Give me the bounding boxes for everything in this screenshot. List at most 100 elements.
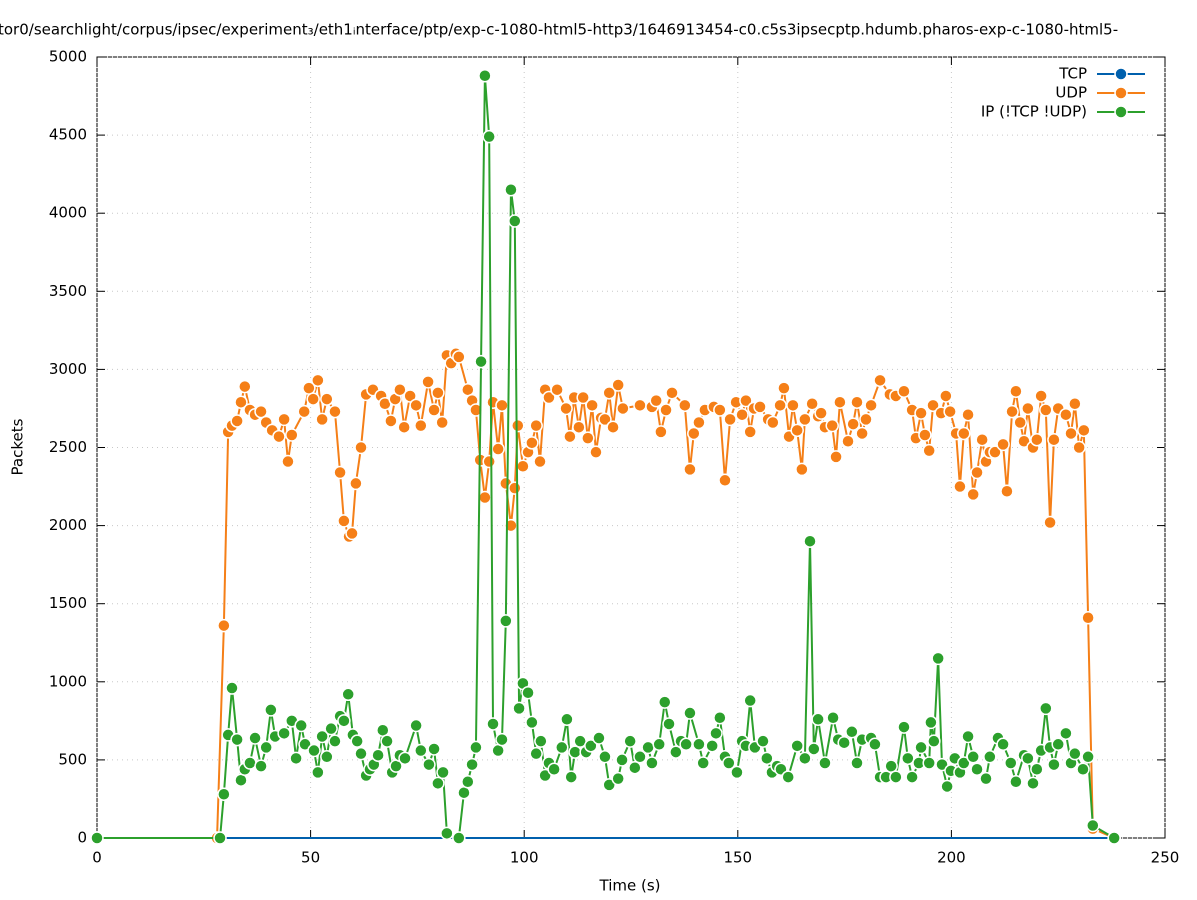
data-point — [826, 710, 840, 725]
data-point — [966, 487, 980, 502]
data-point — [1039, 403, 1053, 417]
data-point — [478, 68, 492, 83]
data-point — [669, 745, 683, 759]
data-point — [611, 771, 625, 786]
data-point — [602, 386, 616, 400]
data-point — [953, 479, 967, 494]
data-point — [1107, 831, 1121, 845]
data-point — [756, 734, 770, 748]
data-point — [611, 378, 625, 392]
x-tick-label: 200 — [937, 849, 966, 867]
data-point — [850, 395, 864, 409]
y-tick-label: 2000 — [49, 516, 87, 534]
data-point — [798, 751, 812, 766]
data-point — [1004, 756, 1018, 770]
data-point — [837, 735, 851, 750]
data-point — [508, 214, 522, 228]
data-point — [825, 418, 839, 433]
data-point — [243, 756, 257, 770]
data-point — [349, 476, 363, 491]
data-point — [996, 437, 1010, 452]
data-point — [547, 762, 561, 777]
data-point — [436, 765, 450, 780]
data-point — [529, 418, 543, 433]
data-point — [1059, 726, 1073, 741]
data-point — [735, 407, 749, 422]
data-point — [581, 431, 595, 445]
data-point — [1068, 746, 1082, 761]
data-point — [975, 432, 989, 447]
data-point — [306, 392, 320, 406]
data-point — [897, 720, 911, 734]
data-point — [409, 398, 423, 413]
data-point — [248, 731, 262, 745]
data-point — [230, 732, 244, 747]
data-point — [307, 743, 321, 758]
data-point — [213, 831, 227, 845]
data-point — [1064, 426, 1078, 441]
y-tick-label: 3500 — [49, 282, 87, 300]
data-point — [652, 737, 666, 752]
data-point — [777, 381, 791, 395]
y-tick-label: 2500 — [49, 438, 87, 456]
data-point — [371, 748, 385, 762]
data-point — [333, 465, 347, 480]
data-point — [659, 403, 673, 417]
x-axis-label: Time (s) — [599, 877, 661, 895]
data-point — [576, 390, 590, 405]
data-point — [679, 737, 693, 752]
data-point — [696, 756, 710, 770]
data-point — [281, 454, 295, 469]
data-point — [873, 373, 887, 388]
data-point — [337, 714, 351, 728]
chart-title: tor0/searchlight/corpus/ipsec/experiment… — [0, 21, 1118, 39]
data-point — [1068, 397, 1082, 411]
data-point — [499, 614, 513, 628]
data-point — [512, 701, 526, 716]
data-point — [723, 412, 737, 427]
data-point — [786, 398, 800, 413]
legend-marker — [1114, 67, 1128, 81]
data-point — [529, 746, 543, 761]
data-point — [654, 425, 668, 439]
data-point — [598, 412, 612, 427]
data-point — [277, 412, 291, 427]
data-point — [1021, 751, 1035, 766]
data-point — [901, 751, 915, 766]
data-point — [422, 757, 436, 772]
x-tick-label: 150 — [723, 849, 752, 867]
data-point — [345, 526, 359, 541]
data-point — [555, 740, 569, 755]
series — [90, 347, 1121, 845]
data-point — [427, 742, 441, 756]
legend-marker — [1114, 86, 1128, 100]
data-point — [90, 831, 104, 845]
data-point — [807, 742, 821, 756]
data-point — [730, 765, 744, 780]
series — [90, 831, 1121, 845]
data-point — [311, 765, 325, 780]
data-point — [1047, 432, 1061, 447]
data-point — [970, 465, 984, 480]
data-point — [1047, 757, 1061, 772]
y-tick-label: 5000 — [49, 48, 87, 66]
data-point — [790, 423, 804, 438]
data-point — [230, 414, 244, 428]
x-tick-label: 0 — [92, 849, 102, 867]
data-point — [633, 750, 647, 764]
data-point — [705, 739, 719, 753]
data-point — [354, 746, 368, 761]
data-point — [469, 740, 483, 755]
data-point — [272, 429, 286, 444]
data-point — [337, 514, 351, 528]
data-point — [320, 392, 334, 406]
legend-label: IP (!TCP !UDP) — [981, 103, 1087, 121]
data-point — [657, 695, 672, 709]
data-point — [713, 710, 727, 725]
data-point — [298, 737, 312, 752]
data-point — [328, 404, 342, 419]
data-point — [649, 393, 663, 408]
y-tick-label: 4000 — [49, 204, 87, 222]
data-point — [1026, 776, 1040, 791]
data-point — [592, 731, 606, 745]
